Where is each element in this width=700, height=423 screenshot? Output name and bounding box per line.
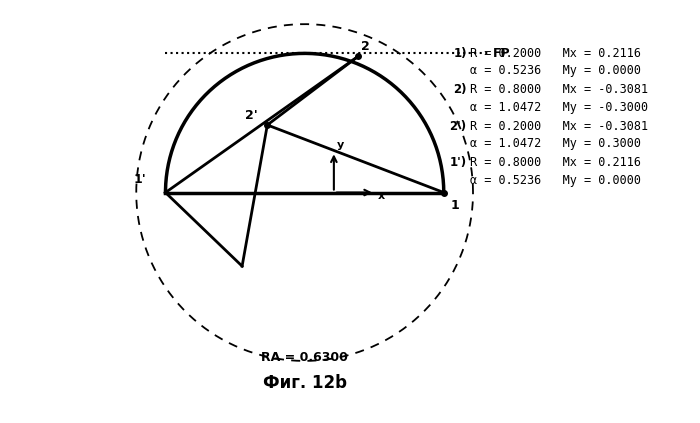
Text: R = 0.2000   Mx = 0.2116: R = 0.2000 Mx = 0.2116 (470, 47, 641, 60)
Text: 2'): 2') (449, 120, 467, 133)
Text: x: x (378, 191, 385, 201)
Text: α = 0.5236   My = 0.0000: α = 0.5236 My = 0.0000 (470, 173, 641, 187)
Text: α = 1.0472   My = -0.3000: α = 1.0472 My = -0.3000 (470, 101, 648, 114)
Text: 1: 1 (450, 199, 459, 212)
Text: FP: FP (493, 47, 510, 60)
Text: α = 1.0472   My = 0.3000: α = 1.0472 My = 0.3000 (470, 137, 641, 150)
Text: α = 0.5236   My = 0.0000: α = 0.5236 My = 0.0000 (470, 64, 641, 77)
Text: R = 0.8000   Mx = 0.2116: R = 0.8000 Mx = 0.2116 (470, 156, 641, 169)
Text: 2': 2' (245, 109, 258, 122)
Text: 1': 1' (134, 173, 146, 186)
Text: y: y (337, 140, 344, 150)
Text: 1): 1) (453, 47, 467, 60)
Text: 2): 2) (453, 83, 467, 96)
Text: RA = 0.6300: RA = 0.6300 (261, 352, 348, 365)
Text: R = 0.8000   Mx = -0.3081: R = 0.8000 Mx = -0.3081 (470, 83, 648, 96)
Text: 2: 2 (361, 40, 370, 53)
Text: R = 0.2000   Mx = -0.3081: R = 0.2000 Mx = -0.3081 (470, 120, 648, 133)
Text: Фиг. 12b: Фиг. 12b (262, 374, 346, 392)
Text: 1'): 1') (449, 156, 467, 169)
